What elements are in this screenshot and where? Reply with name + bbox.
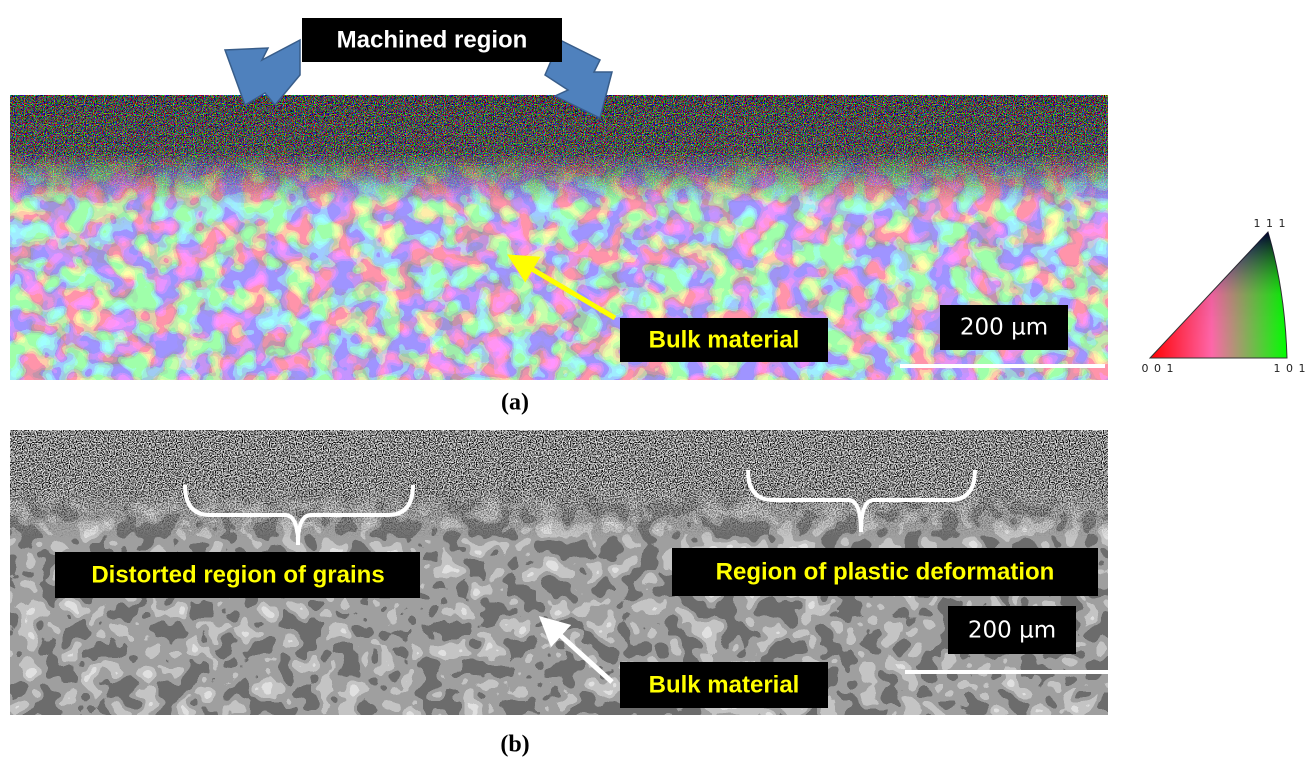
ipf-label: 0 0 1 bbox=[1142, 362, 1175, 375]
page: {"panel_a": {"label": "(a)", "machined_r… bbox=[0, 0, 1309, 766]
bulk-label: Bulk material bbox=[649, 671, 800, 698]
ipf-label: 1 1 1 bbox=[1254, 217, 1287, 230]
figure: Machined region Bulk material 200 µm (a)… bbox=[0, 0, 1309, 766]
plastic-label: Region of plastic deformation bbox=[716, 558, 1055, 585]
scale-bar-label: 200 µm bbox=[960, 315, 1048, 341]
scale-bar-label: 200 µm bbox=[968, 618, 1056, 644]
machined-label: Machined region bbox=[337, 26, 528, 53]
panel-label: (a) bbox=[501, 390, 529, 416]
ipf-label: 1 0 1 bbox=[1274, 362, 1307, 375]
distorted-label: Distorted region of grains bbox=[91, 561, 384, 588]
bulk-label: Bulk material bbox=[649, 326, 800, 353]
panel-label: (b) bbox=[500, 732, 529, 758]
ipf-triangle-shade bbox=[1150, 232, 1287, 358]
